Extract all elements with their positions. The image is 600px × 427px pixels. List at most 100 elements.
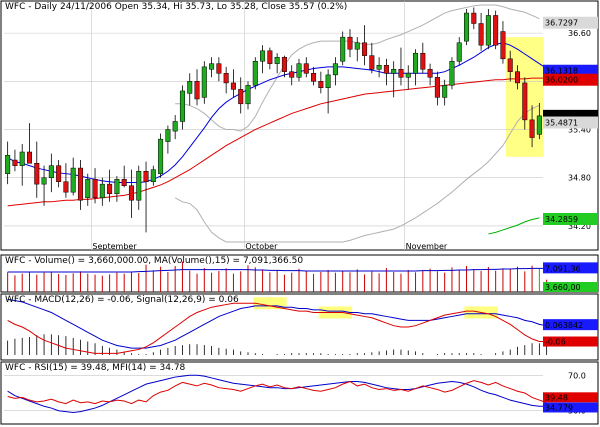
price-value-tag-label: 35.4871 xyxy=(545,119,578,128)
moving-average-green-line xyxy=(488,217,540,235)
macd-panel-title: WFC - MACD(12,26) = -0.06, Signal(12,26,… xyxy=(5,295,239,305)
candle-body xyxy=(187,81,193,94)
candle-body xyxy=(70,167,76,193)
candle-body xyxy=(26,151,33,164)
volume-value-tag-label: 3,660,00 xyxy=(545,283,581,292)
candle-body xyxy=(121,179,127,186)
candle-body xyxy=(485,15,491,46)
candle-body xyxy=(340,36,346,62)
rsi-value-tag-label: 34.779 xyxy=(545,403,573,412)
volume-panel-title: WFC - Volume() = 3,660,000.00, MA(Volume… xyxy=(5,256,303,266)
candle-body xyxy=(63,181,69,193)
price-value-tag-label: 36.7297 xyxy=(545,19,578,28)
x-axis-month-label: September xyxy=(92,242,137,251)
candle-body xyxy=(34,163,40,185)
rsi-panel-title: WFC - RSI(15) = 39.48, MFI(14) = 34.78 xyxy=(5,363,186,373)
candle-body xyxy=(158,138,164,174)
candle-body xyxy=(252,60,258,86)
candle-body xyxy=(420,52,426,70)
candle-body xyxy=(172,121,178,132)
x-axis-month-label: November xyxy=(406,242,448,251)
candle-body xyxy=(478,23,484,46)
price-value-tag-label: 36.0200 xyxy=(545,76,578,85)
candle-body xyxy=(449,60,455,86)
candle-body xyxy=(41,177,47,185)
candle-body xyxy=(150,169,156,182)
candle-body xyxy=(413,52,419,74)
candle-body xyxy=(354,42,360,50)
candle-body xyxy=(114,179,120,195)
candle-body xyxy=(56,165,62,182)
candle-body xyxy=(522,82,528,121)
candle-body xyxy=(107,183,113,195)
candle-body xyxy=(289,71,295,78)
candle-body xyxy=(48,165,54,178)
candle-body xyxy=(529,119,535,138)
candle-body xyxy=(143,171,149,182)
candle-body xyxy=(179,90,185,122)
candle-body xyxy=(99,183,105,199)
moving-average-red-line xyxy=(7,77,547,207)
candle-body xyxy=(507,58,513,72)
candle-body xyxy=(267,50,273,64)
candle-body xyxy=(493,15,499,46)
candle-body xyxy=(260,50,266,62)
candle-body xyxy=(194,81,200,100)
candle-body xyxy=(311,73,317,82)
candle-body xyxy=(303,63,309,74)
candle-body xyxy=(5,154,11,174)
candle-body xyxy=(442,85,448,98)
volume-value-tag xyxy=(543,282,598,292)
candle-body xyxy=(238,89,244,105)
macd-signal-line xyxy=(7,298,547,349)
macd-line xyxy=(7,302,547,354)
candle-body xyxy=(19,151,25,166)
candle-body xyxy=(223,73,229,84)
price-value-tag-label: 35.57 xyxy=(545,112,568,121)
candle-body xyxy=(201,66,207,98)
candle-body xyxy=(12,159,18,166)
macd-value-tag xyxy=(543,336,598,347)
macd-value-tag-label: -0.06 xyxy=(545,338,566,347)
candle-body xyxy=(391,69,397,74)
candle-body xyxy=(136,171,142,201)
candle-body xyxy=(245,85,251,105)
price-value-tag xyxy=(543,16,598,29)
candle-body xyxy=(500,31,506,60)
candle-body xyxy=(85,179,91,199)
price-y-tick-label: 35.40 xyxy=(568,126,591,135)
rsi-line xyxy=(7,380,547,405)
price-value-tag xyxy=(543,116,598,129)
candle-body xyxy=(325,74,331,88)
price-value-tag xyxy=(543,213,598,226)
candle-body xyxy=(434,77,440,98)
rsi-value-tag xyxy=(543,402,598,413)
candle-body xyxy=(332,63,338,76)
price-y-tick-label: 34.20 xyxy=(568,222,591,231)
candle-body xyxy=(92,179,98,199)
candle-body xyxy=(296,63,302,78)
candle-body xyxy=(128,185,134,201)
x-axis-month-label: October xyxy=(245,242,278,251)
volume-ma-line xyxy=(7,267,547,273)
candle-body xyxy=(77,167,83,201)
rsi-value-tag-label: 39.48 xyxy=(545,393,568,402)
candle-body xyxy=(165,129,171,142)
rsi-y-tick-label: 70.0 xyxy=(568,371,586,380)
candle-body xyxy=(347,36,353,50)
candle-body xyxy=(230,82,236,90)
candle-body xyxy=(369,55,375,70)
candle-body xyxy=(464,12,470,42)
candle-body xyxy=(209,63,215,70)
candle-body xyxy=(216,63,222,74)
candle-body xyxy=(398,69,404,78)
macd-value-tag xyxy=(543,319,598,331)
price-y-tick-label: 34.80 xyxy=(568,174,591,183)
volume-value-tag-label: 7,091,36 xyxy=(545,264,581,273)
candle-body xyxy=(405,73,411,78)
price-y-tick-label: 36.60 xyxy=(568,29,591,38)
macd-highlight-box xyxy=(253,297,287,310)
candle-body xyxy=(471,12,477,24)
